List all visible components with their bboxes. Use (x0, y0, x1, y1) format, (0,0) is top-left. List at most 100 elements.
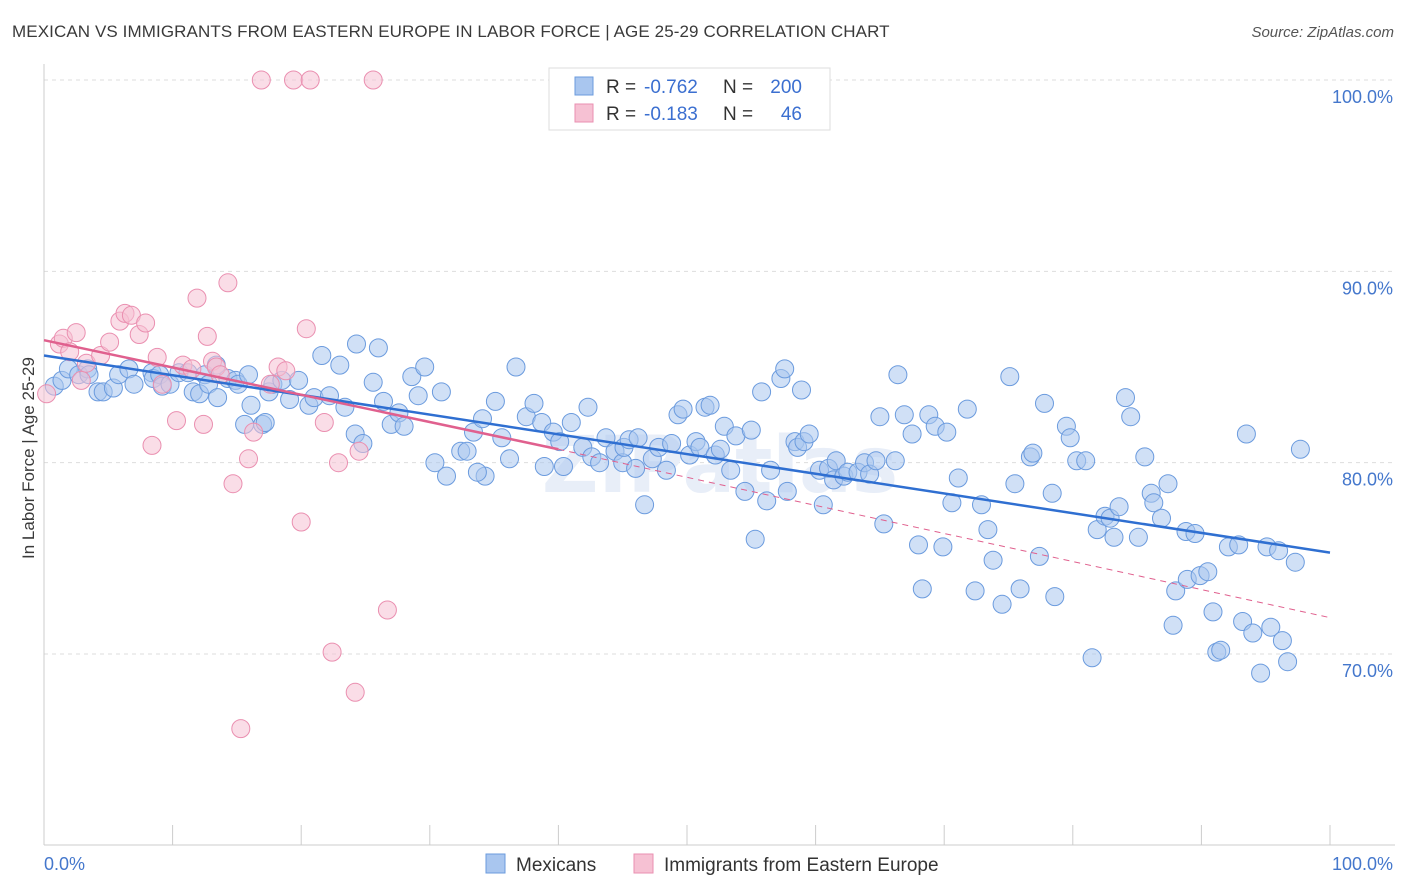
mexicans-point-153 (1029, 546, 1049, 566)
eastern-europe-point-19 (182, 359, 202, 379)
bottom-legend-label-mexicans[interactable]: Mexicans (516, 855, 596, 876)
mexicans-point-85 (626, 458, 646, 478)
mexicans-point-176 (1166, 581, 1186, 601)
eastern-europe-point-15 (147, 347, 167, 367)
mexicans-point-44 (347, 334, 366, 354)
mexicans-point-182 (1203, 602, 1223, 622)
legend-r-label-2: R = (606, 104, 636, 125)
mexicans-point-112 (777, 481, 797, 501)
mexicans-point-168 (1121, 407, 1141, 427)
mexicans-point-104 (735, 481, 755, 501)
eastern-europe-point-22 (197, 326, 217, 346)
eastern-europe-point-40 (322, 642, 342, 662)
eastern-europe-point-16 (152, 374, 172, 394)
mexicans-point-143 (965, 581, 985, 601)
eastern-europe-point-30 (244, 422, 264, 442)
mexicans-point-30 (241, 395, 261, 415)
mexicans-point-190 (1251, 663, 1271, 683)
mexicans-point-197 (1290, 439, 1310, 459)
mexicans-point-192 (1261, 617, 1281, 637)
mexicans-point-156 (1045, 587, 1065, 607)
eastern-europe-point-45 (349, 441, 369, 461)
eastern-europe-point-13 (136, 313, 156, 333)
eastern-europe-point-26 (218, 273, 238, 293)
mexicans-point-141 (948, 468, 968, 488)
mexicans-point-56 (425, 453, 445, 473)
legend-swatch-mexicans (574, 76, 594, 96)
mexicans-point-160 (1076, 451, 1096, 471)
mexicans-point-188 (1236, 424, 1256, 444)
trend-lines (43, 338, 1331, 619)
mexicans-point-161 (1082, 648, 1102, 668)
bottom-legend-swatch-eastern-europe[interactable] (633, 853, 654, 874)
eastern-europe-point-38 (300, 70, 320, 90)
mexicans-point-131 (888, 365, 908, 385)
mexicans-point-71 (534, 457, 554, 476)
x-tick-label-0: 0.0% (44, 854, 85, 874)
mexicans-point-174 (1158, 474, 1178, 494)
mexicans-point-139 (937, 422, 957, 442)
eastern-europe-point-34 (276, 361, 296, 381)
mexicans-point-149 (1005, 474, 1025, 494)
mexicans-point-133 (902, 424, 922, 444)
eastern-europe-point-17 (167, 411, 186, 431)
y-axis-label: In Labor Force | Age 25-29 (19, 357, 38, 559)
mexicans-point-54 (408, 386, 428, 406)
mexicans-point-58 (437, 466, 456, 486)
tick-labels: 70.0% 80.0% 90.0% 100.0% 0.0% 100.0% (44, 87, 1393, 874)
mexicans-point-93 (673, 399, 693, 419)
mexicans-point-42 (330, 355, 350, 375)
mexicans-point-150 (1010, 579, 1030, 599)
mexicans-point-169 (1128, 527, 1148, 547)
legend-bottom: Mexicans Immigrants from Eastern Europe (485, 853, 939, 876)
mexicans-point-132 (894, 405, 914, 425)
mexicans-point-100 (710, 439, 730, 459)
mexicans-point-130 (885, 451, 905, 471)
mexicans-point-109 (761, 460, 781, 480)
mexicans-point-195 (1278, 652, 1298, 672)
mexicans-point-116 (799, 424, 819, 444)
trend-line-eastern-europe (43, 338, 559, 451)
eastern-europe-point-29 (239, 449, 258, 469)
mexicans-point-52 (394, 416, 414, 436)
mexicans-point-62 (473, 409, 492, 429)
chart-title: MEXICAN VS IMMIGRANTS FROM EASTERN EUROP… (12, 22, 890, 41)
mexicans-point-64 (485, 391, 505, 411)
mexicans-point-129 (874, 514, 894, 534)
legend-stats: R = -0.762 N = 200 R = -0.183 N = 46 (548, 67, 831, 131)
mexicans-point-194 (1272, 631, 1292, 651)
mexicans-point-40 (312, 346, 332, 365)
eastern-europe-point-36 (291, 512, 311, 532)
mexicans-point-48 (368, 338, 388, 358)
mexicans-point-57 (431, 382, 451, 402)
mexicans-point-105 (741, 420, 761, 440)
mexicans-point-37 (289, 370, 309, 390)
mexicans-point-55 (415, 357, 435, 377)
eastern-europe-point-5 (71, 370, 91, 390)
mexicans-point-175 (1163, 615, 1183, 635)
mexicans-point-87 (635, 495, 655, 515)
eastern-europe-point-43 (363, 70, 383, 90)
bottom-legend-swatch-mexicans[interactable] (485, 853, 506, 874)
bottom-legend-label-eastern-europe[interactable]: Immigrants from Eastern Europe (664, 855, 939, 876)
mexicans-point-147 (992, 594, 1012, 614)
mexicans-point-74 (554, 457, 573, 476)
legend-n-label-1: N = (723, 77, 753, 98)
mexicans-point-66 (500, 449, 519, 469)
legend-r-label-1: R = (606, 77, 636, 98)
eastern-europe-point-42 (345, 682, 365, 702)
mexicans-point-90 (656, 460, 676, 480)
mexicans-point-60 (457, 441, 477, 461)
mexicans-point-158 (1060, 428, 1080, 448)
mexicans-point-166 (1109, 497, 1129, 517)
mexicans-point-184 (1211, 640, 1231, 660)
eastern-europe-point-4 (66, 323, 86, 343)
mexicans-point-107 (752, 382, 772, 402)
legend-r-value-1: -0.762 (644, 77, 698, 98)
y-tick-label-0: 70.0% (1342, 661, 1393, 681)
mexicans-point-67 (506, 357, 526, 377)
legend-n-label-2: N = (723, 104, 753, 125)
mexicans-point-121 (826, 451, 846, 471)
legend-swatch-eastern-europe (574, 103, 594, 123)
mexicans-point-199 (467, 462, 487, 482)
